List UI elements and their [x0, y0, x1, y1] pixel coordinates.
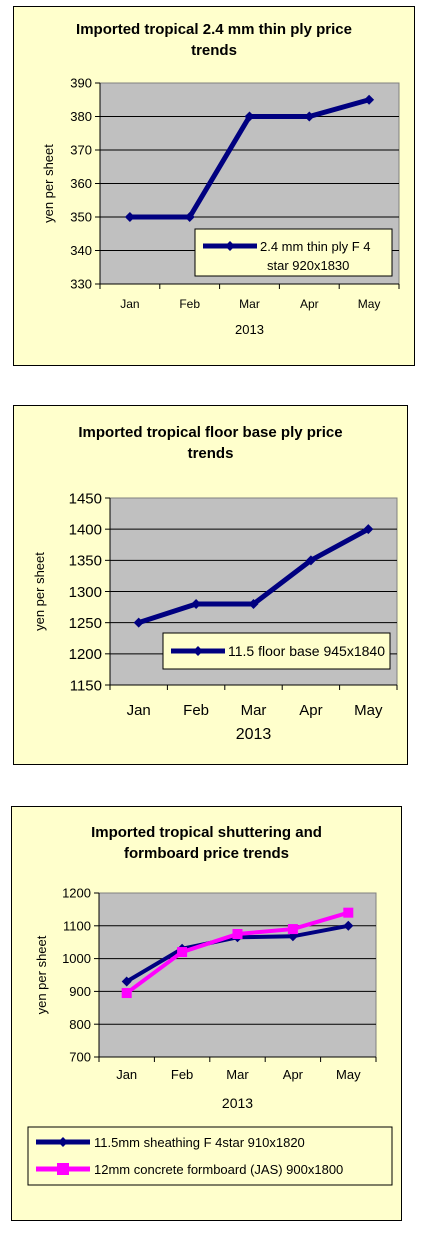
x-tick-label: Mar: [239, 297, 260, 311]
y-tick-label: 1100: [63, 918, 91, 933]
x-tick-label: May: [336, 1067, 361, 1082]
x-tick-label: Apr: [283, 1067, 304, 1082]
data-point: [133, 617, 144, 628]
y-tick-label: 350: [70, 210, 92, 225]
data-point: [343, 907, 354, 918]
data-point: [225, 241, 235, 251]
y-axis-title: yen per sheet: [34, 935, 49, 1014]
legend-label: 11.5mm sheathing F 4star 910x1820: [94, 1135, 305, 1150]
x-tick-label: Feb: [179, 297, 200, 311]
y-tick-label: 330: [70, 277, 92, 292]
x-tick-label: Feb: [171, 1067, 193, 1082]
y-tick-label: 700: [69, 1050, 91, 1065]
y-tick-label: 1400: [69, 521, 102, 538]
x-tick-label: Mar: [241, 702, 267, 719]
chart-panel-2: Imported tropical floor base ply price t…: [13, 405, 408, 765]
y-tick-label: 340: [70, 243, 92, 258]
data-point: [244, 111, 255, 122]
legend-label: 2.4 mm thin ply F 4 star 920x1830: [260, 239, 371, 273]
data-point: [232, 929, 243, 939]
chart-3-plot: 1200 1100 1000 900 800 700 Jan Feb Mar Apr May 2013…: [27, 886, 393, 1186]
data-point: [121, 988, 132, 999]
data-point: [248, 598, 259, 609]
y-axis-title: yen per sheet: [32, 552, 47, 631]
y-tick-label: 900: [69, 984, 91, 999]
y-tick-label: 1000: [62, 951, 91, 966]
x-tick-label: Jan: [120, 297, 139, 311]
y-axis-title: yen per sheet: [41, 144, 56, 223]
chart-2-plot: 1450 1400 1350 1300 1250 1200 1150 Jan Feb Mar Apr…: [32, 490, 398, 743]
data-point: [305, 555, 316, 566]
x-tick-label: Apr: [300, 297, 319, 311]
legend-label: 12mm concrete formboard (JAS) 900x1800: [94, 1162, 343, 1177]
y-tick-label: 1450: [69, 490, 102, 507]
chart-title: Imported tropical 2.4 mm thin ply price …: [76, 21, 352, 59]
legend-box: [194, 228, 393, 277]
x-axis-title: 2013: [222, 1095, 253, 1111]
data-point: [58, 1137, 68, 1147]
y-tick-label: 1300: [69, 584, 102, 601]
x-tick-label: Jan: [127, 702, 151, 719]
x-tick-label: Feb: [183, 702, 209, 719]
chart-panel-3: Imported tropical shuttering and formboa…: [11, 806, 402, 1221]
chart-title: Imported tropical floor base ply price t…: [78, 424, 343, 462]
x-tick-label: May: [354, 702, 383, 719]
chart-1-plot: 390 380 370 360 350 340 330 Jan Feb Mar Apr May 2013…: [41, 76, 400, 337]
x-axis-title: 2013: [236, 726, 272, 743]
y-tick-label: 380: [70, 109, 92, 124]
data-point: [177, 947, 188, 958]
plot-area: [98, 892, 377, 1058]
x-tick-label: Mar: [226, 1067, 249, 1082]
x-axis-title: 2013: [235, 322, 264, 337]
chart-panel-1: Imported tropical 2.4 mm thin ply price …: [13, 6, 415, 366]
y-tick-label: 370: [70, 143, 92, 158]
data-point: [304, 111, 315, 122]
x-tick-label: May: [358, 297, 381, 311]
data-point: [343, 920, 354, 931]
data-point: [193, 646, 203, 656]
data-point: [184, 212, 195, 222]
legend-box: [162, 632, 391, 670]
data-point: [364, 94, 375, 105]
data-point: [121, 976, 132, 987]
data-point: [363, 524, 374, 535]
y-tick-label: 1200: [69, 646, 102, 663]
y-tick-label: 1350: [69, 553, 102, 570]
y-tick-label: 360: [70, 176, 92, 191]
data-point: [57, 1163, 69, 1175]
legend-label: 11.5 floor base 945x1840: [228, 643, 385, 659]
data-point: [191, 598, 202, 609]
y-tick-label: 1150: [70, 677, 102, 694]
y-tick-label: 1200: [62, 886, 91, 901]
x-tick-label: Jan: [116, 1067, 137, 1082]
y-tick-label: 390: [70, 76, 92, 91]
y-tick-label: 1250: [69, 615, 102, 632]
data-point: [124, 212, 135, 222]
data-point: [287, 924, 298, 935]
legend-box: [27, 1126, 393, 1186]
x-tick-label: Apr: [299, 702, 322, 719]
chart-title: Imported tropical shuttering and formboa…: [91, 824, 322, 862]
y-tick-label: 800: [69, 1017, 91, 1032]
